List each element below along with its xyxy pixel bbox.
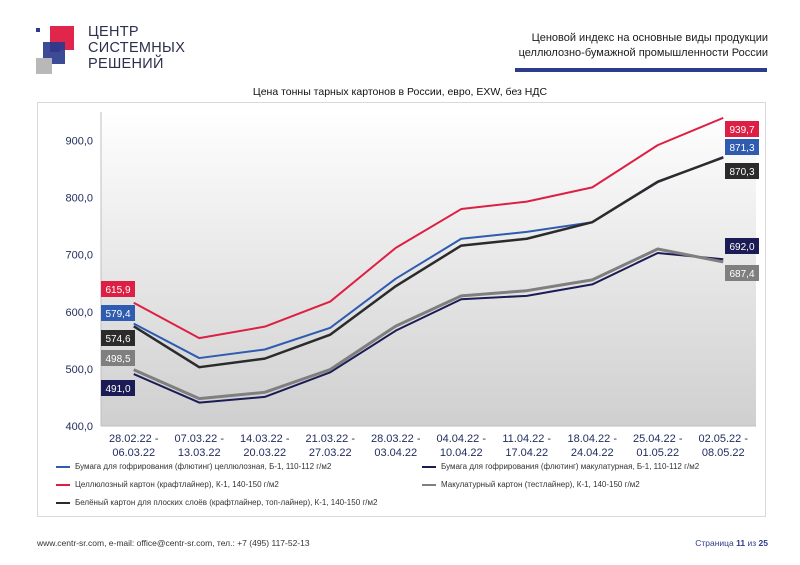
page-indicator: Страница 11 из 25 (695, 538, 768, 548)
x-tick-label: 07.03.22 - (174, 433, 224, 445)
data-label: 870,3 (729, 167, 754, 178)
logo-mark (36, 22, 80, 74)
data-label: 579,4 (105, 309, 130, 320)
x-tick-label: 24.04.22 (571, 447, 614, 459)
legend-item: Целлюлозный картон (крафтлайнер), К-1, 1… (56, 480, 279, 489)
legend-label: Макулатурный картон (тестлайнер), К-1, 1… (441, 480, 640, 489)
x-tick-label: 27.03.22 (309, 447, 352, 459)
logo-square-gray (36, 58, 52, 74)
data-label-box (101, 281, 135, 297)
data-label: 491,0 (105, 384, 130, 395)
data-label-box (725, 265, 759, 281)
chart-legend: Бумага для гофрирования (флютинг) целлюл… (56, 458, 746, 518)
logo-text: ЦЕНТР СИСТЕМНЫХ РЕШЕНИЙ (88, 24, 186, 72)
x-tick-label: 04.04.22 - (436, 433, 486, 445)
x-tick-label: 18.04.22 - (567, 433, 617, 445)
x-tick-label: 21.03.22 - (305, 433, 355, 445)
series-line (133, 247, 724, 401)
data-label-box (101, 305, 135, 321)
data-label: 574,6 (105, 334, 130, 345)
legend-item: Бумага для гофрирования (флютинг) целлюл… (56, 462, 331, 471)
y-tick-label: 700,0 (65, 250, 93, 262)
x-tick-label: 10.04.22 (440, 447, 483, 459)
data-label-box (101, 330, 135, 346)
x-tick-label: 13.03.22 (178, 447, 221, 459)
legend-swatch (56, 465, 70, 468)
company-logo: ЦЕНТР СИСТЕМНЫХ РЕШЕНИЙ (36, 22, 185, 78)
legend-item: Бумага для гофрирования (флютинг) макула… (422, 462, 699, 471)
legend-swatch (422, 465, 436, 468)
legend-item: Белёный картон для плоских слоёв (крафтл… (56, 498, 377, 507)
legend-label: Целлюлозный картон (крафтлайнер), К-1, 1… (75, 480, 279, 489)
x-tick-label: 03.04.22 (374, 447, 417, 459)
x-tick-label: 06.03.22 (112, 447, 155, 459)
y-tick-label: 500,0 (65, 364, 93, 376)
data-label-box (101, 380, 135, 396)
plot-area (101, 112, 756, 426)
x-tick-label: 20.03.22 (243, 447, 286, 459)
data-label-box (725, 163, 759, 179)
legend-swatch (422, 483, 436, 486)
x-tick-label: 14.03.22 - (240, 433, 290, 445)
data-label: 871,3 (729, 143, 754, 154)
x-tick-label: 17.04.22 (505, 447, 548, 459)
series-line (133, 156, 724, 369)
legend-label: Бумага для гофрирования (флютинг) целлюл… (75, 462, 332, 471)
data-label-box (725, 238, 759, 254)
page-prefix: Страница (695, 538, 734, 548)
data-label: 687,4 (729, 269, 754, 280)
chart-frame (37, 102, 766, 517)
footer-contacts: www.centr-sr.com, e-mail: office@centr-s… (37, 538, 310, 548)
y-tick-label: 800,0 (65, 193, 93, 205)
data-label: 939,7 (729, 125, 754, 136)
series-line (133, 252, 724, 404)
y-tick-label: 900,0 (65, 136, 93, 148)
page-current: 11 (736, 538, 746, 548)
data-label: 692,0 (729, 242, 754, 253)
x-tick-label: 08.05.22 (702, 447, 745, 459)
data-label-box (101, 350, 135, 366)
x-tick-label: 11.04.22 - (502, 433, 551, 445)
legend-item: Макулатурный картон (тестлайнер), К-1, 1… (422, 480, 640, 489)
x-tick-label: 02.05.22 - (698, 433, 748, 445)
data-label-box (725, 121, 759, 137)
data-label: 615,9 (105, 285, 130, 296)
data-label-box (725, 139, 759, 155)
y-tick-label: 600,0 (65, 307, 93, 319)
y-tick-label: 400,0 (65, 421, 93, 433)
page-total: 25 (758, 538, 768, 548)
series-line (133, 116, 724, 340)
x-tick-label: 01.05.22 (636, 447, 679, 459)
logo-square-small (36, 28, 40, 32)
report-title: Ценовой индекс на основные виды продукци… (518, 32, 768, 59)
x-tick-label: 28.03.22 - (371, 433, 421, 445)
header-divider (515, 68, 767, 72)
legend-label: Бумага для гофрирования (флютинг) макула… (441, 462, 700, 471)
data-label: 498,5 (105, 354, 130, 365)
legend-label: Белёный картон для плоских слоёв (крафтл… (75, 498, 378, 507)
x-tick-label: 28.02.22 - (109, 433, 159, 445)
legend-swatch (56, 483, 70, 486)
page-separator: из (747, 538, 757, 548)
legend-swatch (56, 501, 70, 504)
chart-title: Цена тонны тарных картонов в России, евр… (252, 86, 548, 98)
x-tick-label: 25.04.22 - (633, 433, 683, 445)
